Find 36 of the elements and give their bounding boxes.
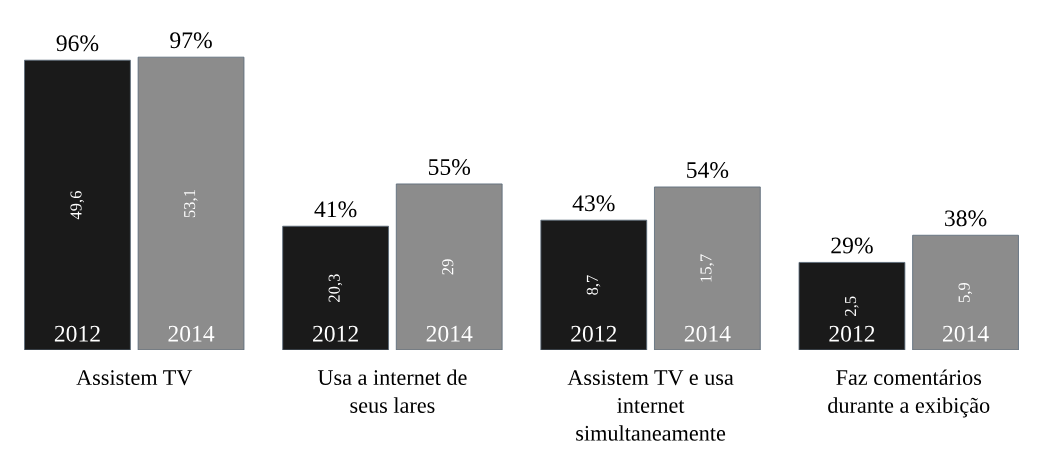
data-label: 43% <box>572 195 615 212</box>
bar <box>540 219 648 350</box>
annotation: 49,6 <box>70 190 85 220</box>
series-label: 2014 <box>168 325 215 342</box>
annotation: 8,7 <box>586 275 601 295</box>
annotation: 53,1 <box>184 189 198 218</box>
text: 2012 <box>829 325 875 342</box>
bar <box>395 183 503 350</box>
bar <box>654 186 761 350</box>
bar <box>137 56 245 350</box>
bar <box>912 234 1019 350</box>
data-label: 29% <box>831 237 873 254</box>
data-label: 96% <box>56 35 99 52</box>
x-tick-label: Assistem TV e usa internet simultaneamente <box>567 370 734 441</box>
text: 2014 <box>426 325 473 342</box>
data-label: 55% <box>428 159 471 176</box>
x-tick-label: Faz comentários durante a exibição <box>828 369 990 418</box>
annotation: 2,5 <box>844 296 859 316</box>
data-label: 41% <box>314 201 357 218</box>
x-tick-label: Usa a internet de seus lares <box>317 369 467 413</box>
data-label: 97% <box>170 32 212 49</box>
data-label: 38% <box>945 210 987 227</box>
x-tick-label: Assistem TV <box>76 370 193 386</box>
bar <box>798 262 906 350</box>
annotation: 29 <box>442 259 454 275</box>
annotation: 20,3 <box>328 274 343 302</box>
bar <box>282 225 389 350</box>
text: 2012 <box>571 325 617 342</box>
annotation: 5,9 <box>958 282 973 303</box>
series-label: 2012 <box>54 325 100 342</box>
bar <box>24 59 131 350</box>
text: 2014 <box>684 325 731 342</box>
text: 2012 <box>313 325 358 342</box>
data-label: 54% <box>687 162 729 179</box>
annotation: 15,7 <box>700 254 714 282</box>
text: 2014 <box>942 325 989 342</box>
